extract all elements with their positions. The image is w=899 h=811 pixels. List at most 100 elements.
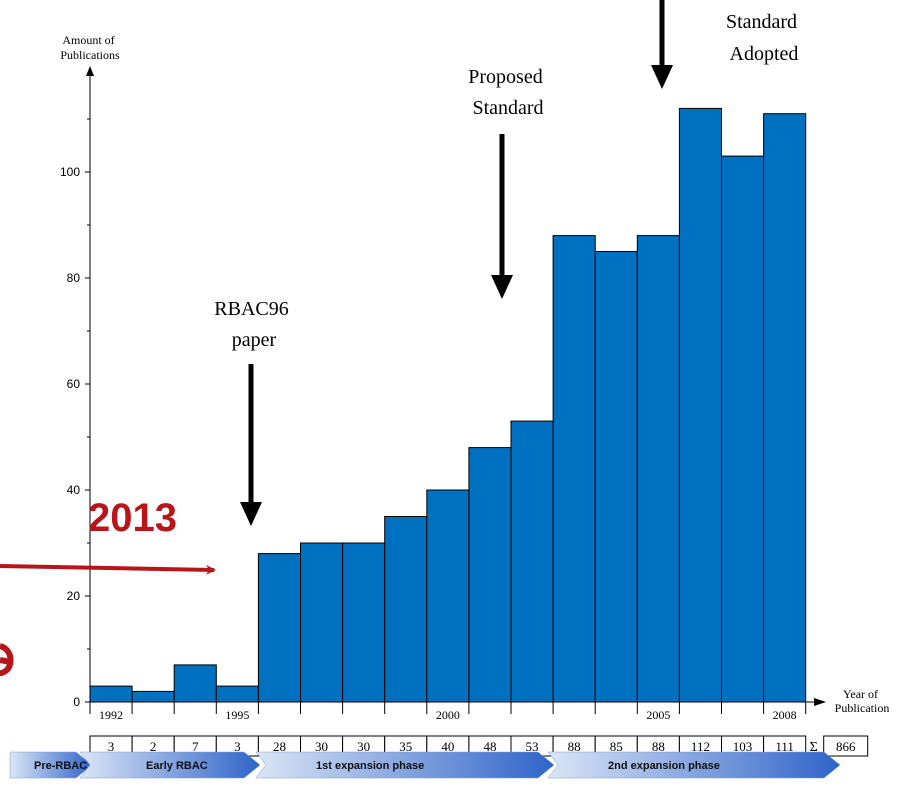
bar-1995	[215, 685, 259, 703]
phase-2: 1st expansion phase	[255, 751, 555, 779]
y-tick-label: 60	[67, 377, 81, 391]
overlay-red-glyph-fragment	[0, 643, 14, 677]
value-cell: 48	[468, 735, 512, 757]
annotation-proposed-line-1: Proposed	[468, 66, 542, 88]
y-axis-label-line-2: Publications	[60, 48, 120, 62]
annotation-rbac96-line-1: RBAC96	[214, 298, 288, 320]
x-axis-label-line-2: Publication	[835, 701, 890, 715]
x-tick-label: 1995	[225, 708, 249, 722]
x-axis-arrowhead	[814, 698, 826, 706]
annotation-adopted-line-1: Standard	[726, 11, 797, 33]
x-tick-label: 2000	[436, 708, 460, 722]
y-axis-label: Amount of Publications	[60, 33, 120, 62]
bar-2006	[678, 107, 723, 703]
bar-1992	[89, 685, 133, 703]
arrow-head	[651, 65, 673, 89]
value-cell: 88	[552, 735, 596, 757]
value-cell-text: 30	[357, 739, 370, 754]
x-tick-label: 2008	[773, 708, 797, 722]
bar-2001	[468, 447, 512, 703]
phase-timeline: Pre-RBAC Early RBAC 1st expansion phase 2nd…	[9, 751, 841, 779]
value-table-row: 3 2 7 3 28 30 30 35 40 48 53 88 85 88 112 103 111 Σ 866	[89, 735, 869, 757]
bar-1998	[342, 542, 386, 703]
value-cell-text: 3	[108, 739, 115, 754]
value-cell: 53	[510, 735, 554, 757]
bar-1999	[384, 516, 428, 703]
overlay-red-arrow	[0, 564, 216, 575]
phase-label: Pre-RBAC	[34, 760, 87, 772]
y-tick: 60	[67, 377, 90, 391]
bar-2008	[763, 113, 807, 703]
bar-2005	[636, 235, 680, 703]
bar-1996	[257, 553, 301, 703]
value-cell-text: 53	[526, 739, 539, 754]
value-cell-text: 88	[652, 739, 665, 754]
y-tick-label: 100	[60, 165, 80, 179]
bar-1997	[300, 542, 344, 703]
y-tick-label: 20	[67, 589, 81, 603]
value-cell-text: 2	[150, 739, 157, 754]
value-cell-text: 28	[273, 739, 286, 754]
y-axis-ticks: 0 20 40 60 80 100	[60, 118, 90, 709]
annotation-proposed-line-2: Standard	[472, 97, 543, 119]
value-cell-text: 40	[441, 739, 454, 754]
x-axis-ticks: 1992 1995 2000 2005 2008	[89, 702, 807, 722]
x-tick-label: 2005	[646, 708, 670, 722]
annotation-standard-adopted: Standard Adopted	[651, 0, 802, 89]
y-tick-label: 40	[67, 483, 81, 497]
annotation-proposed-standard: Proposed Standard	[468, 66, 547, 299]
arrow-head	[491, 275, 513, 299]
annotation-rbac96: RBAC96 paper	[214, 298, 293, 526]
value-cell: 103	[721, 735, 765, 757]
bar-2000	[426, 489, 470, 703]
bar-2004	[594, 251, 638, 703]
bar-1993	[131, 690, 175, 703]
arrow-head	[240, 502, 262, 526]
value-cell-text: 88	[568, 739, 581, 754]
phase-label: Early RBAC	[146, 760, 208, 772]
y-axis-label-line-1: Amount of	[62, 33, 114, 47]
value-cell-text: 85	[610, 739, 623, 754]
phase-3: 2nd expansion phase	[547, 751, 841, 779]
value-cell-text: 7	[192, 739, 199, 754]
bar-2007	[721, 155, 765, 703]
phase-label: 2nd expansion phase	[608, 760, 720, 772]
phase-0: Pre-RBAC	[9, 751, 93, 779]
y-axis-arrowhead	[86, 66, 94, 76]
bar-1994	[173, 664, 217, 703]
value-cell-text: 35	[399, 739, 412, 754]
y-tick-label: 0	[73, 695, 80, 709]
svg-text:Standard Adopted: Standard Adopted	[726, 11, 802, 65]
x-axis-label: Year of Publication	[835, 687, 890, 715]
value-cell: 30	[300, 735, 344, 757]
y-tick: 100	[60, 165, 90, 179]
value-cell: 30	[342, 735, 386, 757]
value-cell-text: 48	[483, 739, 496, 754]
overlay-2013: 2013	[0, 496, 216, 677]
sum-symbol: Σ	[810, 740, 818, 755]
y-tick: 40	[67, 483, 90, 497]
y-tick: 0	[73, 695, 90, 709]
value-cell-text: 103	[733, 739, 753, 754]
phase-1: Early RBAC	[79, 751, 261, 779]
annotation-rbac96-line-2: paper	[232, 329, 277, 351]
y-tick-label: 80	[67, 271, 81, 285]
y-tick: 80	[67, 271, 90, 285]
total-cell-text: 866	[836, 739, 856, 754]
svg-text:Proposed Standard: Proposed Standard	[468, 66, 547, 119]
value-cell-text: 111	[775, 739, 794, 754]
value-cell-text: 3	[234, 739, 241, 754]
bars	[89, 107, 807, 703]
value-cell-text: 30	[315, 739, 328, 754]
x-axis-label-line-1: Year of	[843, 687, 878, 701]
annotation-adopted-line-2: Adopted	[730, 43, 799, 65]
value-cell-text: 112	[691, 739, 710, 754]
value-cell: 111	[763, 735, 807, 757]
x-tick-label: 1992	[99, 708, 123, 722]
total-cell: 866	[823, 735, 869, 757]
overlay-year-label: 2013	[88, 496, 177, 540]
phase-label: 1st expansion phase	[316, 760, 424, 772]
svg-text:RBAC96 paper: RBAC96 paper	[214, 298, 293, 351]
y-tick: 20	[67, 589, 90, 603]
